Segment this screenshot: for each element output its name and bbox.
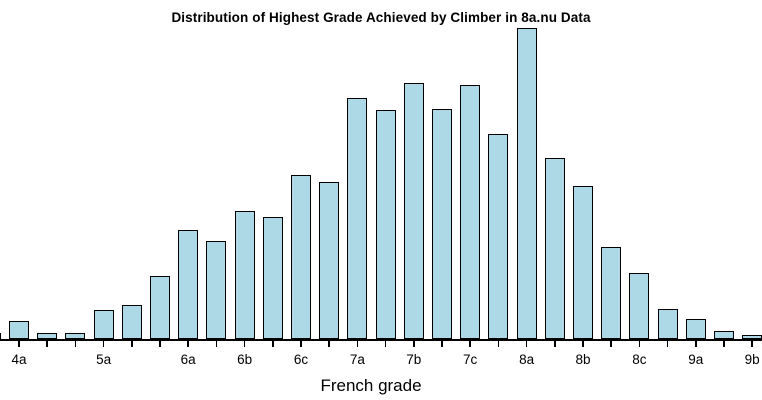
x-tick-7c xyxy=(469,340,471,347)
x-tick-label-7a: 7a xyxy=(349,352,365,367)
x-tick-8b xyxy=(582,340,584,347)
x-tick-9b xyxy=(751,340,753,347)
x-tick-label-9a: 9a xyxy=(688,352,704,367)
x-tick-4b xyxy=(46,340,48,347)
bar-7a xyxy=(347,98,368,339)
x-tick-7b+ xyxy=(441,340,443,347)
x-tick-7c+ xyxy=(497,340,500,347)
bar-8c+ xyxy=(657,309,678,339)
bar-5a xyxy=(93,310,114,339)
x-tick-6a+ xyxy=(215,340,218,347)
bar-4a xyxy=(9,321,29,339)
x-tick-4a xyxy=(18,340,20,347)
bar-6c+ xyxy=(319,182,340,339)
bar-6c xyxy=(291,175,311,339)
x-tick-label-6b: 6b xyxy=(237,352,253,367)
x-tick-8b+ xyxy=(610,340,612,347)
bar-6b+ xyxy=(262,217,283,339)
x-tick-label-9b: 9b xyxy=(744,352,760,367)
x-tick-6b xyxy=(243,340,246,347)
bar-8c xyxy=(629,273,650,339)
x-tick-6a xyxy=(187,340,189,347)
bar-8a xyxy=(516,28,537,339)
x-tick-label-8c: 8c xyxy=(632,352,647,367)
x-tick-label-7c: 7c xyxy=(463,352,478,367)
bar-6a xyxy=(178,230,199,339)
x-tick-label-4a: 4a xyxy=(11,352,27,367)
x-tick-6c+ xyxy=(328,340,330,347)
bar-8b+ xyxy=(601,247,622,339)
bar-5b xyxy=(121,305,142,339)
x-tick-9a xyxy=(695,340,697,347)
bar-5c xyxy=(150,276,170,339)
x-tick-7a xyxy=(356,340,359,347)
bar-6b xyxy=(234,211,255,339)
x-tick-9a+ xyxy=(723,340,725,347)
x-axis-line xyxy=(0,338,762,341)
bar-8b xyxy=(573,186,593,339)
x-tick-label-5a: 5a xyxy=(96,352,112,367)
chart-title: Distribution of Highest Grade Achieved b… xyxy=(171,10,591,25)
bar-7c xyxy=(460,85,481,339)
bar-9a xyxy=(685,319,706,339)
bar-7a+ xyxy=(375,110,396,339)
bar-7c+ xyxy=(488,134,509,339)
x-tick-8c+ xyxy=(666,340,669,347)
x-tick-8a xyxy=(525,340,528,347)
x-tick-5a xyxy=(102,340,105,347)
bar-6a+ xyxy=(206,241,227,339)
x-tick-6c xyxy=(300,340,302,347)
x-tick-label-8b: 8b xyxy=(575,352,591,367)
x-tick-7b xyxy=(413,340,415,347)
x-tick-8c xyxy=(638,340,641,347)
x-tick-6b+ xyxy=(272,340,274,347)
x-axis-title: French grade xyxy=(320,376,422,395)
x-tick-5b xyxy=(131,340,133,347)
bar-7b+ xyxy=(432,109,452,339)
bar-8a+ xyxy=(544,158,565,339)
x-tick-label-6a: 6a xyxy=(180,352,196,367)
x-tick-5c xyxy=(159,340,161,347)
x-tick-label-8a: 8a xyxy=(519,352,535,367)
x-tick-label-6c: 6c xyxy=(293,352,309,367)
x-tick-label-7b: 7b xyxy=(406,352,422,367)
x-tick-7a+ xyxy=(384,340,387,347)
bar-7b xyxy=(403,83,424,339)
x-tick-8a+ xyxy=(554,340,556,347)
x-tick-4c xyxy=(74,340,77,347)
